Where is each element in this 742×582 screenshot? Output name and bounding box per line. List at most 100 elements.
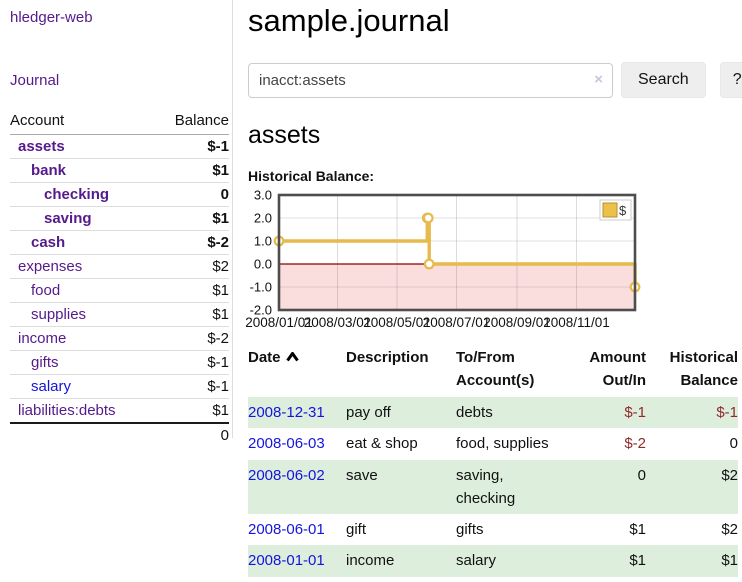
account-name-cell: cash	[10, 230, 155, 255]
svg-text:2008/03/01: 2008/03/01	[304, 315, 372, 330]
search-button[interactable]: Search	[621, 62, 706, 98]
account-row: income $-2	[10, 326, 229, 351]
accounts-total-spacer	[10, 422, 155, 447]
svg-text:2008/07/01: 2008/07/01	[423, 315, 491, 330]
svg-text:3.0: 3.0	[254, 190, 272, 203]
account-name-cell: gifts	[10, 350, 155, 375]
account-row: gifts $-1	[10, 350, 229, 375]
register-header-accounts: To/From Account(s)	[456, 349, 535, 389]
transaction-date-cell: 2008-06-03	[248, 428, 346, 459]
account-link[interactable]: cash	[31, 234, 66, 251]
transaction-accounts: gifts	[456, 521, 484, 538]
transaction-date-link[interactable]: 2008-06-03	[248, 435, 325, 453]
transaction-accounts: debts	[456, 404, 493, 421]
transaction-accounts: food, supplies	[456, 435, 549, 453]
account-row: cash $-2	[10, 230, 229, 255]
account-link[interactable]: supplies	[31, 306, 87, 323]
account-link[interactable]: bank	[31, 162, 67, 179]
account-link[interactable]: food	[31, 282, 61, 299]
account-name-cell: liabilities:debts	[10, 398, 155, 424]
search-input[interactable]	[248, 62, 613, 98]
account-balance: $1	[154, 278, 229, 303]
account-link[interactable]: expenses	[18, 258, 83, 275]
register-row: 2008-06-01 gift gifts $1 $2	[248, 514, 738, 545]
account-name-cell: assets	[10, 134, 155, 159]
transaction-balance: $-1	[716, 404, 738, 421]
account-row: liabilities:debts $1	[10, 398, 229, 424]
page-title: sample.journal	[248, 3, 450, 38]
svg-text:0.0: 0.0	[254, 257, 272, 272]
transaction-accounts: salary	[456, 552, 497, 570]
historical-balance-chart: $3.0 2.0 1.0 0.0 -1.0 -2.0 2008/01/01 2008/03/0…	[245, 190, 742, 336]
account-name-cell: bank	[10, 158, 155, 183]
register-table: Date Description To/From Account(s) Amou…	[248, 345, 738, 577]
account-row: saving $1	[10, 206, 229, 231]
account-link[interactable]: liabilities:debts	[18, 402, 116, 419]
accounts-total-value: 0	[154, 422, 229, 447]
svg-text:2.0: 2.0	[254, 211, 272, 226]
account-row: food $1	[10, 278, 229, 303]
accounts-total-row: 0	[10, 422, 229, 447]
svg-text:$: $	[619, 203, 627, 218]
transaction-date-cell: 2008-01-01	[248, 545, 346, 576]
account-row: checking 0	[10, 182, 229, 207]
account-link[interactable]: checking	[44, 186, 110, 203]
transaction-description: save	[346, 466, 378, 484]
account-link[interactable]: income	[18, 330, 67, 347]
account-balance: $1	[154, 302, 229, 327]
account-row: assets $-1	[10, 134, 229, 159]
register-table-body: 2008-12-31 pay off debts $-1 $-1 2008-06-03 ea…	[248, 397, 738, 577]
account-name-cell: income	[10, 326, 155, 351]
account-balance: $-2	[154, 326, 229, 351]
transaction-description: pay off	[346, 404, 391, 421]
search-box: ×	[248, 62, 613, 98]
account-row: salary $-1	[10, 374, 229, 399]
account-link[interactable]: gifts	[31, 354, 59, 371]
account-name-cell: food	[10, 278, 155, 303]
register-header-date-label: Date	[248, 349, 281, 366]
account-name-cell: salary	[10, 374, 155, 399]
register-header-description: Description	[346, 349, 429, 366]
accounts-table: Account Balance assets $-1 bank $1 checking 0…	[10, 109, 229, 447]
account-balance: $2	[154, 254, 229, 279]
register-header-balance: Historical Balance	[669, 349, 738, 389]
transaction-balance: $1	[721, 552, 738, 570]
svg-text:-2.0: -2.0	[250, 303, 272, 318]
brand-link[interactable]: hledger-web	[10, 9, 93, 26]
register-header-row: Date Description To/From Account(s) Amou…	[248, 345, 738, 397]
register-row: 2008-06-02 save saving, checking 0 $2	[248, 459, 738, 515]
transaction-balance: $2	[721, 466, 738, 484]
account-link[interactable]: assets	[18, 138, 65, 155]
account-name-cell: saving	[10, 206, 155, 231]
transaction-date-link[interactable]: 2008-06-01	[248, 521, 325, 538]
account-row: bank $1	[10, 158, 229, 183]
transaction-date-link[interactable]: 2008-06-02	[248, 466, 325, 484]
account-balance: $-1	[154, 350, 229, 375]
account-balance: $1	[154, 398, 229, 424]
register-header-amount: Amount Out/In	[589, 349, 646, 389]
svg-text:2008/01/01: 2008/01/01	[245, 315, 313, 330]
transaction-balance: 0	[729, 435, 738, 453]
transaction-description: income	[346, 552, 395, 570]
register-row: 2008-12-31 pay off debts $-1 $-1	[248, 397, 738, 429]
transaction-amount: $1	[629, 552, 646, 570]
sort-ascending-icon	[285, 350, 299, 362]
accounts-header-balance: Balance	[154, 109, 229, 135]
search-form: × Search ?	[248, 62, 742, 98]
account-balance: $1	[154, 206, 229, 231]
account-link[interactable]: salary	[31, 378, 72, 395]
clear-search-icon[interactable]: ×	[594, 70, 603, 88]
transaction-date-cell: 2008-06-02	[248, 460, 346, 515]
transaction-amount: $1	[629, 521, 646, 538]
sidebar-item-journal[interactable]: Journal	[10, 72, 60, 89]
help-button[interactable]: ?	[719, 62, 742, 98]
account-name-cell: checking	[10, 182, 155, 207]
account-link[interactable]: saving	[44, 210, 92, 227]
main-content: sample.journal × Search ? assets Histori…	[233, 0, 742, 577]
register-header-date[interactable]: Date	[248, 345, 346, 397]
svg-text:1.0: 1.0	[254, 234, 272, 249]
transaction-date-link[interactable]: 2008-12-31	[248, 404, 325, 421]
transaction-date-link[interactable]: 2008-01-01	[248, 552, 325, 570]
account-row: expenses $2	[10, 254, 229, 279]
